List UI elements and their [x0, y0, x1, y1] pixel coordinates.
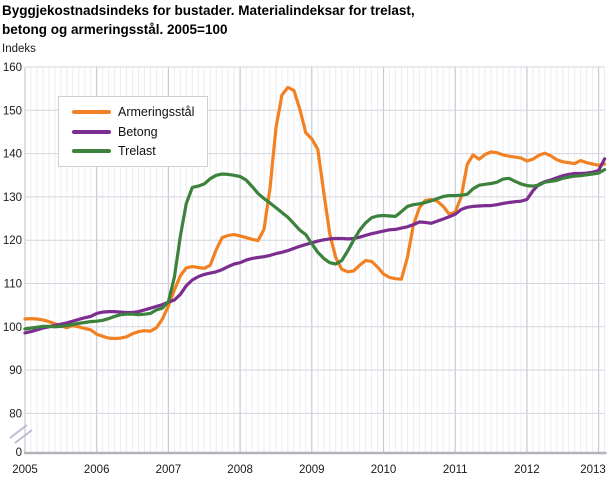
- x-tick-label: 2008: [227, 464, 253, 476]
- axis-break-mark: [14, 429, 33, 444]
- chart-title: Byggjekostnadsindeks for bustader. Mater…: [2, 1, 415, 39]
- legend-line-swatch-armeringsstal: [72, 109, 111, 114]
- x-tick-label: 2010: [371, 464, 397, 476]
- y-tick-label: 80: [9, 408, 22, 420]
- y-tick-label: 130: [3, 192, 22, 204]
- legend-label-betong: Betong: [118, 124, 158, 139]
- x-tick-label: 2007: [156, 464, 182, 476]
- x-tick-label: 2011: [443, 464, 468, 476]
- y-tick-label: 110: [4, 279, 22, 291]
- legend-line-swatch-trelast: [72, 149, 111, 154]
- axis-break-mark: [9, 424, 28, 439]
- y-tick-label: 90: [9, 365, 22, 377]
- series-line-armeringsstl: [23, 85, 607, 341]
- x-tick-label: 2006: [84, 464, 110, 476]
- legend-label-trelast: Trelast: [118, 144, 156, 159]
- x-tick-label: 2013: [580, 464, 606, 476]
- y-tick-label: 150: [3, 105, 22, 117]
- y-tick-label: 140: [3, 149, 22, 161]
- y-tick-label: 100: [3, 322, 22, 334]
- legend-item-betong: Betong: [59, 125, 207, 139]
- chart-title-line-1: Byggjekostnadsindeks for bustader. Mater…: [2, 3, 415, 18]
- series-line-trelast: [23, 168, 607, 331]
- legend-label-armeringsstal: Armeringsstål: [118, 104, 195, 119]
- x-tick-label: 2005: [12, 464, 38, 476]
- y-tick-label: 120: [3, 235, 22, 247]
- legend-line-swatch-betong: [72, 129, 111, 134]
- legend-item-trelast: Trelast: [59, 144, 207, 158]
- x-tick-label: 2009: [299, 464, 325, 476]
- chart-title-line-2: betong og armeringsstål. 2005=100: [2, 22, 228, 37]
- series-line-betong: [23, 157, 607, 335]
- y-tick-label: 0: [16, 447, 22, 459]
- chart-legend: Armeringsstål Betong Trelast: [58, 96, 208, 167]
- y-tick-label: 160: [3, 62, 22, 74]
- legend-item-armeringsstal: Armeringsstål: [59, 105, 207, 119]
- x-tick-label: 2012: [514, 464, 540, 476]
- y-axis-unit-label: Indeks: [2, 43, 36, 55]
